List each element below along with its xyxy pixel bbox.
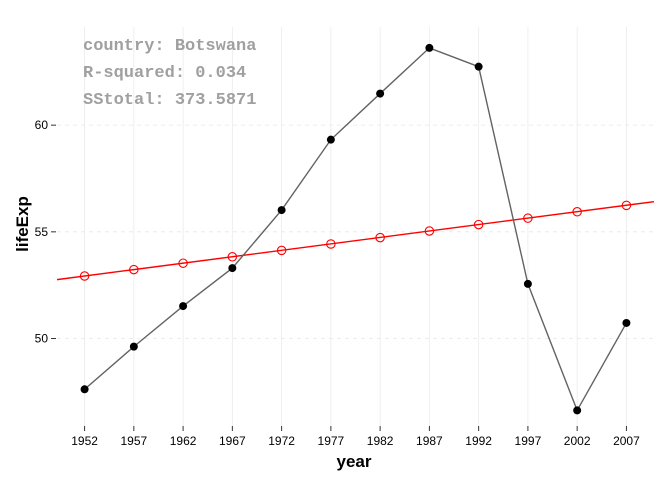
fitted-point-1992	[473, 219, 484, 230]
x-tick-label-9: 1997	[515, 434, 542, 448]
lifeexp-point-1982	[376, 89, 385, 98]
lifeexp-point-2007	[622, 318, 631, 327]
lifeexp-point-1977	[326, 135, 335, 144]
lifeexp-line	[84, 47, 628, 413]
y-tick-label-2: 60	[35, 118, 49, 132]
regression-line	[56, 200, 655, 281]
x-tick-label-6: 1982	[367, 434, 394, 448]
lifeexp-point-1992	[474, 62, 483, 71]
lifeexp-point-1987	[425, 43, 434, 52]
x-tick-label-1: 1957	[120, 434, 147, 448]
lifeexp-point-1967	[228, 264, 237, 273]
lifeexp-point-1972	[277, 206, 286, 215]
fitted-point-2002	[572, 207, 582, 217]
fitted-point-1952	[79, 271, 90, 281]
y-tick-label-1: 55	[35, 225, 49, 239]
lifeexp-point-1997	[523, 279, 532, 288]
lifeexp-point-1962	[179, 302, 188, 311]
annotation-line-1: R-squared: 0.034	[83, 64, 246, 83]
x-tick-label-7: 1987	[416, 434, 443, 448]
x-tick-label-8: 1992	[465, 434, 492, 448]
fitted-point-1957	[129, 264, 139, 275]
fitted-point-1987	[424, 226, 435, 236]
fitted-point-1967	[227, 252, 238, 262]
x-tick-label-5: 1977	[318, 434, 345, 448]
x-tick-label-3: 1967	[219, 434, 246, 448]
fitted-point-1982	[375, 232, 385, 243]
axes: 1952 1957 1962 1967 1972 1977 1982 1987 1992 1997…	[35, 118, 640, 448]
y-tick-label-0: 50	[35, 332, 49, 346]
annotation-line-2: SStotal: 373.5871	[83, 91, 256, 110]
fitted-point-1962	[178, 258, 188, 268]
x-tick-label-2: 1962	[170, 434, 197, 448]
x-tick-label-11: 2007	[613, 434, 640, 448]
grid	[57, 27, 654, 426]
y-axis-title: lifeExp	[13, 196, 32, 252]
annotation-line-0: country: Botswana	[83, 37, 256, 56]
lifeexp-point-1957	[129, 342, 138, 351]
fit-line-layer	[56, 200, 655, 281]
x-tick-label-10: 2002	[564, 434, 591, 448]
fitted-point-1997	[523, 213, 533, 223]
fitted-point-2007	[621, 200, 632, 211]
lifeexp-point-2002	[573, 406, 582, 415]
x-tick-label-0: 1952	[71, 434, 98, 448]
fitted-point-1977	[326, 239, 336, 249]
series-layer	[79, 43, 632, 415]
fitted-point-1972	[276, 245, 287, 256]
x-axis-title: year	[337, 452, 372, 471]
lifeexp-point-1952	[80, 385, 89, 394]
x-tick-label-4: 1972	[268, 434, 295, 448]
annotations: country: Botswana R-squared: 0.034 SStotal…	[83, 37, 256, 110]
